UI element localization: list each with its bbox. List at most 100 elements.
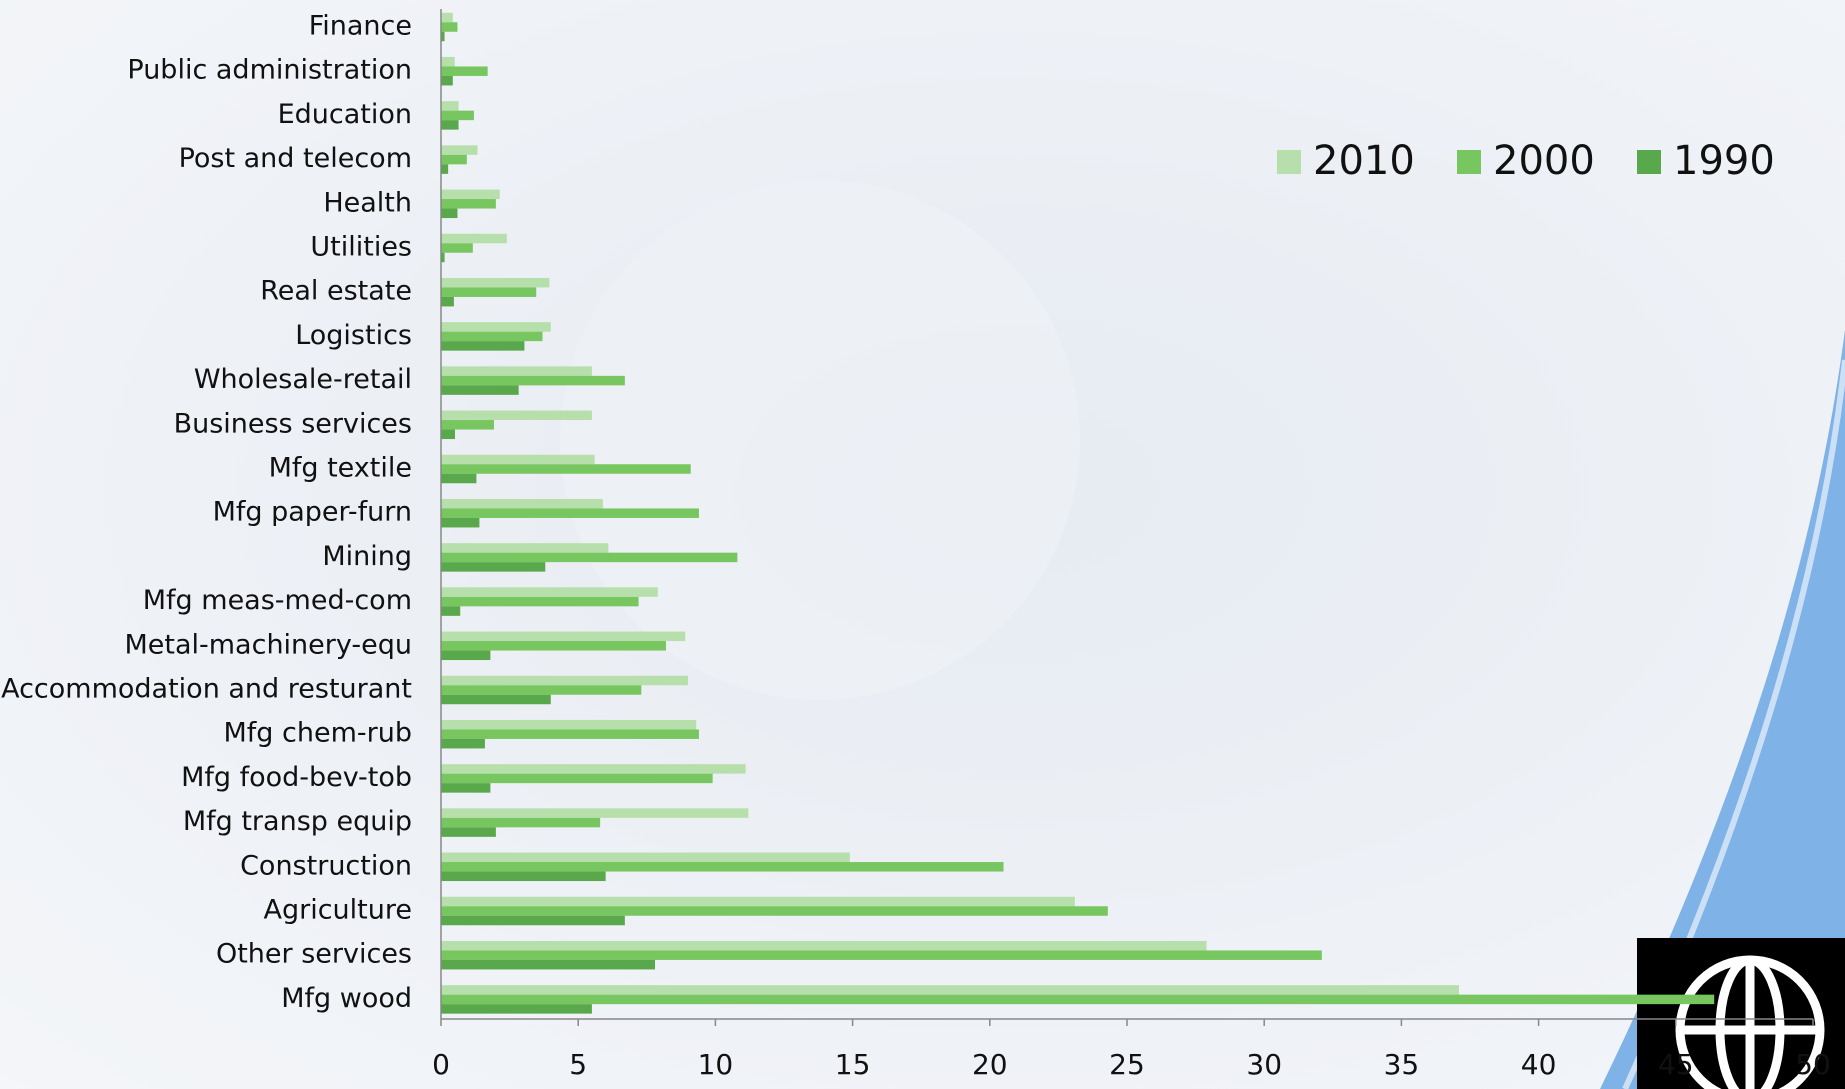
bar: [441, 651, 490, 661]
bar: [441, 341, 524, 351]
bar: [441, 720, 696, 730]
bar: [441, 420, 494, 430]
bar: [441, 872, 606, 882]
y-tick-label: Real estate: [260, 276, 412, 307]
bar: [441, 13, 453, 23]
x-tick-label: 40: [1521, 1048, 1557, 1081]
bar: [441, 827, 496, 837]
bar: [441, 818, 600, 828]
bar: [441, 474, 476, 484]
x-tick-label: 15: [835, 1048, 871, 1081]
bar: [441, 941, 1207, 951]
bar: [441, 606, 460, 616]
bar: [441, 508, 699, 518]
bar: [441, 518, 479, 528]
bar: [441, 587, 658, 597]
bar: [441, 916, 625, 926]
bar: [441, 995, 1714, 1005]
bar: [441, 411, 592, 421]
bar: [441, 120, 459, 129]
bar: [441, 897, 1075, 907]
y-tick-label: Education: [278, 99, 412, 130]
x-tick-label: 0: [432, 1048, 450, 1081]
bar: [441, 641, 666, 651]
bar: [441, 243, 473, 253]
bar: [441, 155, 467, 165]
y-tick-label: Wholesale-retail: [194, 364, 412, 395]
y-tick-label: Public administration: [127, 55, 412, 86]
y-tick-label: Mining: [322, 541, 412, 572]
bar: [441, 332, 543, 342]
bar: [441, 76, 453, 86]
y-tick-label: Post and telecom: [179, 143, 412, 174]
bar: [441, 632, 685, 642]
bar: [441, 145, 477, 155]
bar: [441, 322, 551, 332]
x-tick-label: 45: [1658, 1048, 1694, 1081]
y-tick-label: Mfg meas-med-com: [143, 585, 412, 616]
bar: [441, 287, 536, 297]
bar: [441, 950, 1322, 960]
chart: Finance Public administration Education Pos…: [0, 0, 1845, 1089]
y-tick-label: Health: [323, 187, 412, 218]
legend-swatch: [1277, 150, 1301, 174]
bar: [441, 464, 691, 474]
bar: [441, 1004, 592, 1014]
y-tick-label: Mfg paper-furn: [213, 497, 412, 528]
legend-swatch: [1637, 150, 1661, 174]
bar: [441, 695, 551, 705]
legend-label: 1990: [1673, 138, 1775, 184]
bar: [441, 562, 545, 572]
bar: [441, 111, 474, 121]
bar: [441, 278, 549, 288]
bar: [441, 376, 625, 386]
y-tick-label: Logistics: [295, 320, 412, 351]
x-tick-label: 5: [569, 1048, 587, 1081]
page: {"chart_data": {"type": "bar", "orientat…: [0, 0, 1845, 1089]
bar: [441, 729, 699, 739]
globe-decoration: [560, 180, 1080, 700]
y-tick-label: Utilities: [310, 232, 412, 263]
x-tick-label: 35: [1384, 1048, 1420, 1081]
y-tick-label: Accommodation and resturant: [1, 674, 412, 705]
bar: [441, 199, 496, 209]
bar: [441, 164, 448, 174]
y-tick-label: Mfg transp equip: [183, 806, 412, 837]
y-tick-label: Metal-machinery-equ: [124, 629, 412, 660]
bar: [441, 499, 603, 509]
legend-label: 2010: [1313, 138, 1415, 184]
y-tick-label: Mfg wood: [281, 983, 412, 1014]
bar: [441, 906, 1108, 916]
bar: [441, 455, 595, 465]
bar: [441, 676, 688, 686]
bar: [441, 985, 1459, 995]
x-tick-label: 10: [698, 1048, 734, 1081]
y-tick-label: Construction: [240, 850, 412, 881]
bar: [441, 22, 457, 32]
bar: [441, 862, 1004, 872]
legend-label: 2000: [1493, 138, 1595, 184]
bar: [441, 385, 519, 395]
bar: [441, 739, 485, 749]
y-tick-label: Mfg textile: [269, 453, 412, 484]
x-tick-label: 20: [972, 1048, 1008, 1081]
bar: [441, 66, 488, 76]
bar: [441, 553, 737, 563]
y-tick-label: Business services: [174, 408, 412, 439]
bar: [441, 597, 639, 607]
bar: [441, 101, 459, 111]
y-tick-label: Other services: [216, 939, 412, 970]
bar: [441, 783, 490, 793]
legend-swatch: [1457, 150, 1481, 174]
y-tick-label: Finance: [309, 11, 412, 42]
x-tick-label: 50: [1795, 1048, 1831, 1081]
bar: [441, 685, 641, 695]
bar: [441, 430, 455, 440]
bar: [441, 234, 507, 244]
bar: [441, 297, 454, 307]
bar: [441, 774, 713, 784]
y-tick-label: Mfg food-bev-tob: [181, 762, 412, 793]
y-tick-label: Mfg chem-rub: [224, 718, 413, 749]
bar: [441, 209, 457, 219]
bar: [441, 543, 608, 553]
